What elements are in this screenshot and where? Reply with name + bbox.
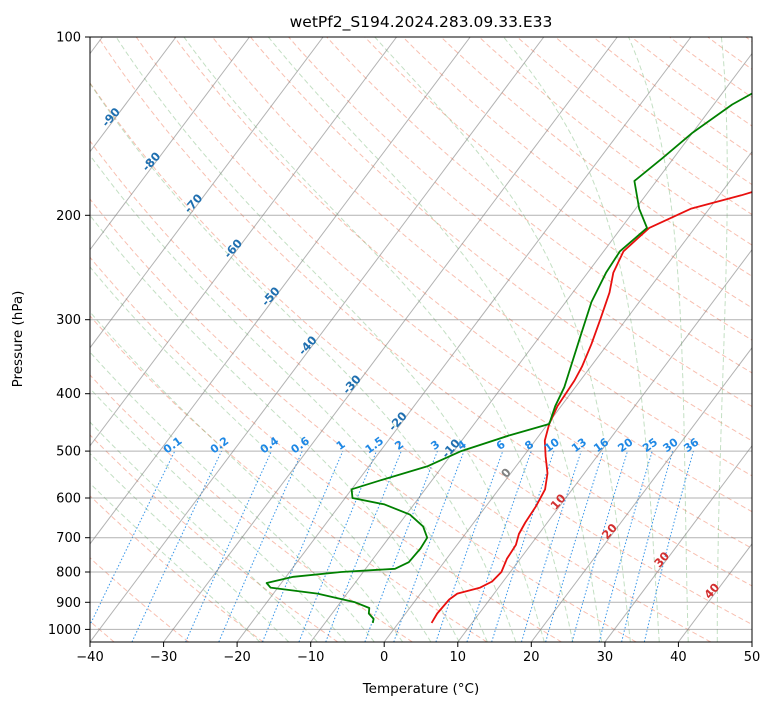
x-axis-label: Temperature (°C): [362, 681, 480, 697]
y-tick-label: 600: [56, 492, 81, 507]
y-tick-label: 300: [56, 313, 81, 328]
y-tick-label: 700: [56, 531, 81, 546]
x-tick-label: 10: [450, 650, 467, 665]
y-tick-label: 900: [56, 596, 81, 611]
y-tick-label: 500: [56, 445, 81, 460]
y-tick-label: 100: [56, 31, 81, 46]
y-tick-label: 400: [56, 387, 81, 402]
x-tick-label: 0: [380, 650, 388, 665]
x-tick-label: −30: [150, 650, 177, 665]
x-tick-label: 50: [744, 650, 761, 665]
y-tick-label: 1000: [48, 623, 81, 638]
x-tick-label: −20: [223, 650, 250, 665]
y-tick-label: 200: [56, 209, 81, 224]
x-tick-label: 30: [597, 650, 614, 665]
chart-title: wetPf2_S194.2024.283.09.33.E33: [290, 13, 553, 32]
x-tick-label: −10: [297, 650, 324, 665]
x-tick-label: 40: [670, 650, 687, 665]
x-tick-label: 20: [523, 650, 540, 665]
y-axis-label: Pressure (hPa): [10, 291, 26, 388]
x-tick-label: −40: [76, 650, 103, 665]
y-tick-label: 800: [56, 566, 81, 581]
